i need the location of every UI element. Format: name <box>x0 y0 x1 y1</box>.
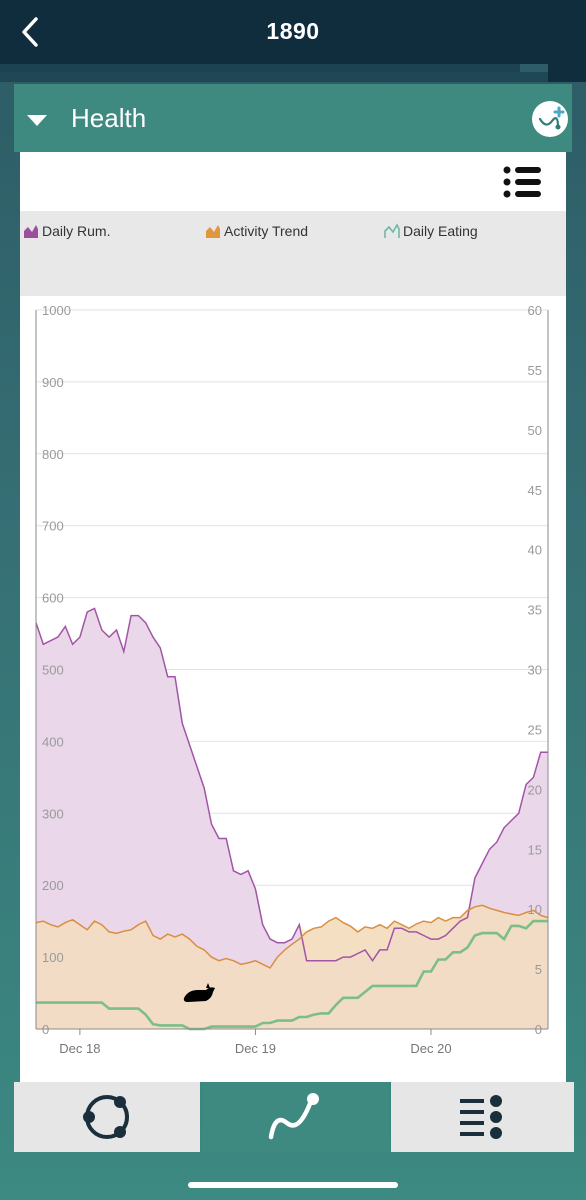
background-band <box>0 72 548 82</box>
collapse-toggle[interactable] <box>24 110 50 130</box>
series-area-daily-rumination <box>36 608 548 1029</box>
x-tick-label: Dec 20 <box>410 1041 451 1056</box>
y-right-tick-label: 20 <box>528 782 542 797</box>
legend-item-daily-rumination[interactable]: Daily Rum. <box>23 223 110 239</box>
y-right-tick-label: 60 <box>528 303 542 318</box>
series-area-activity-trend <box>36 905 548 1029</box>
legend-item-activity-trend[interactable]: Activity Trend <box>205 223 308 239</box>
area-series-icon <box>24 225 38 238</box>
y-left-tick-label: 900 <box>42 375 64 390</box>
tab-trend[interactable] <box>202 1082 389 1152</box>
panel-title: Health <box>71 103 147 133</box>
y-left-tick-label: 800 <box>42 447 64 462</box>
chart-card: Daily Rum. Activity Trend Daily Eating 0… <box>20 152 566 1082</box>
list-icon <box>503 166 541 198</box>
y-left-tick-label: 300 <box>42 806 64 821</box>
y-right-tick-label: 55 <box>528 363 542 378</box>
y-right-tick-label: 5 <box>535 962 542 977</box>
y-left-tick-label: 500 <box>42 663 64 678</box>
series-line-daily-eating <box>36 919 548 1031</box>
add-trend-button[interactable] <box>532 101 568 137</box>
y-right-tick-label: 15 <box>528 842 542 857</box>
line-series-icon <box>384 223 400 238</box>
y-left-tick-label: 200 <box>42 878 64 893</box>
y-right-tick-label: 25 <box>528 722 542 737</box>
y-left-tick-label: 600 <box>42 591 64 606</box>
y-left-tick-label: 700 <box>42 519 64 534</box>
back-button[interactable] <box>12 12 48 52</box>
legend-label: Daily Eating <box>403 223 478 239</box>
tab-network[interactable] <box>14 1082 201 1152</box>
series-line-daily-rumination <box>35 607 548 963</box>
x-tick-label: Dec 18 <box>59 1041 100 1056</box>
y-right-tick-label: 10 <box>528 902 542 917</box>
y-right-tick-label: 30 <box>528 663 542 678</box>
legend-label: Daily Rum. <box>42 223 111 239</box>
page-title: 1890 <box>266 18 320 44</box>
health-panel-header[interactable]: Health <box>14 84 572 152</box>
y-left-tick-label: 1000 <box>42 303 71 318</box>
y-left-tick-label: 400 <box>42 734 64 749</box>
legend-label: Activity Trend <box>224 223 309 239</box>
trend-icon <box>269 1093 320 1140</box>
y-right-tick-label: 35 <box>528 603 542 618</box>
bottom-tab-bar <box>14 1082 574 1152</box>
chart-menu-button[interactable] <box>502 162 544 202</box>
health-chart[interactable]: 0100200300400500600700800900100005101520… <box>20 152 566 1082</box>
tab-list[interactable] <box>390 1082 574 1152</box>
legend-item-daily-eating[interactable]: Daily Eating <box>384 223 478 239</box>
y-right-tick-label: 45 <box>528 483 542 498</box>
y-right-tick-label: 50 <box>528 423 542 438</box>
top-bar: 1890 <box>0 0 586 64</box>
list-icon <box>460 1095 503 1139</box>
home-indicator <box>188 1182 398 1188</box>
network-icon <box>83 1095 130 1139</box>
background-band <box>0 64 520 72</box>
add-trend-icon <box>538 106 565 130</box>
background-band <box>548 64 586 82</box>
y-left-tick-label: 100 <box>42 950 64 965</box>
chevron-left-icon <box>22 17 38 47</box>
lying-cow-icon <box>183 983 215 1002</box>
caret-down-icon <box>27 115 47 126</box>
series-line-activity-trend <box>35 904 549 969</box>
area-series-icon <box>206 225 220 238</box>
x-tick-label: Dec 19 <box>235 1041 276 1056</box>
chart-legend: Daily Rum. Activity Trend Daily Eating <box>20 211 566 296</box>
y-right-tick-label: 40 <box>528 543 542 558</box>
